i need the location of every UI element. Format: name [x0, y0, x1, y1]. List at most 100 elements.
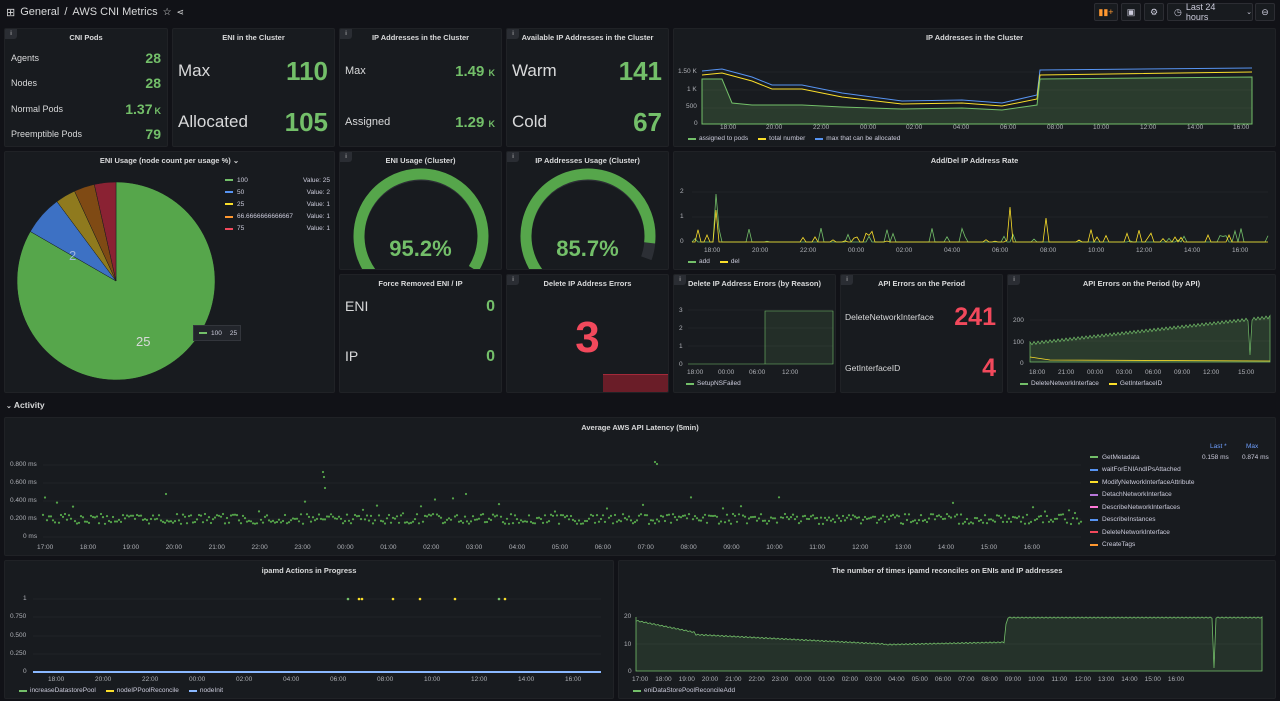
panel-ip-addresses-stat[interactable]: i IP Addresses in the Cluster Max 1.49 K…: [339, 28, 502, 147]
info-icon[interactable]: i: [340, 152, 352, 162]
pie-slice-75[interactable]: [94, 181, 117, 282]
stat-label: Preemptible Pods: [11, 129, 83, 139]
panel-add-del-rate[interactable]: Add/Del IP Address Rate 2 1 0 18:00 20:0…: [673, 151, 1276, 270]
info-icon[interactable]: i: [674, 275, 686, 285]
apps-icon[interactable]: ⊞: [6, 6, 16, 19]
gauge-value: 85.7%: [556, 236, 619, 261]
legend-item[interactable]: GetInterfaceID: [1108, 380, 1162, 387]
chevron-down-icon[interactable]: ⌄: [232, 156, 240, 165]
legend-label: 66.6666666666667: [237, 213, 294, 221]
legend-item[interactable]: eniDataStorePoolReconcileAdd: [633, 687, 735, 694]
legend-item[interactable]: ModifyNetworkInterfaceAttribute: [1090, 476, 1276, 489]
legend-item[interactable]: 100 Value: 25: [225, 174, 330, 186]
x-tick: 07:00: [637, 544, 654, 551]
x-tick: 00:00: [795, 676, 812, 683]
legend-label: 100: [237, 176, 248, 184]
x-tick: 18:00: [48, 676, 65, 683]
breadcrumb-folder[interactable]: General: [20, 6, 60, 18]
panel-api-errors-period[interactable]: i API Errors on the Period DeleteNetwork…: [840, 274, 1003, 393]
x-tick: 07:00: [958, 676, 975, 683]
x-tick: 12:00: [1140, 124, 1157, 131]
column-last[interactable]: Last *: [1210, 443, 1227, 450]
panel-delete-ip-errors[interactable]: i Delete IP Address Errors 3: [506, 274, 669, 393]
y-tick: 0: [628, 668, 632, 675]
info-icon[interactable]: i: [5, 29, 17, 39]
legend-label: DetachNetworkInterface: [1102, 491, 1172, 499]
gauge-fill: [520, 168, 656, 269]
save-dashboard-button[interactable]: ▣: [1121, 3, 1141, 21]
y-tick: 1: [23, 595, 27, 602]
legend-item[interactable]: 66.6666666666667 Value: 1: [225, 211, 330, 223]
settings-button[interactable]: ⚙: [1144, 3, 1164, 21]
info-icon[interactable]: i: [507, 29, 519, 39]
dashboard-title[interactable]: AWS CNI Metrics: [72, 6, 158, 18]
legend-item[interactable]: 50 Value: 2: [225, 186, 330, 198]
info-icon[interactable]: i: [841, 275, 853, 285]
series-increasedatastorepool: [346, 597, 501, 601]
info-icon[interactable]: i: [507, 275, 519, 285]
x-tick: 18:00: [704, 247, 721, 254]
star-icon[interactable]: ☆: [162, 6, 172, 18]
row-activity[interactable]: ⌄ Activity: [0, 397, 1280, 413]
add-panel-button[interactable]: ▮▮+: [1094, 3, 1118, 21]
legend-item[interactable]: 75 Value: 1: [225, 223, 330, 235]
legend-item[interactable]: 25 Value: 1: [225, 198, 330, 210]
zoom-out-button[interactable]: ⊖: [1255, 3, 1275, 21]
column-max[interactable]: Max: [1246, 443, 1259, 450]
panel-ipamd-actions[interactable]: ipamd Actions in Progress 1 0.750 0.500 …: [4, 560, 614, 699]
legend: DeleteNetworkInterface GetInterfaceID: [1020, 380, 1162, 387]
legend-item[interactable]: nodeInit: [188, 687, 223, 694]
x-tick: 10:00: [1088, 247, 1105, 254]
info-icon[interactable]: i: [340, 29, 352, 39]
legend-item[interactable]: DescribeNetworkInterfaces: [1090, 501, 1276, 514]
legend-item[interactable]: add: [688, 258, 710, 265]
panel-force-removed[interactable]: Force Removed ENI / IP ENI 0 IP 0: [339, 274, 502, 393]
legend-item[interactable]: assigned to pods: [688, 135, 748, 142]
legend-item[interactable]: DeleteNetworkInterface: [1090, 526, 1276, 539]
x-tick: 20:00: [95, 676, 112, 683]
legend-item[interactable]: total number: [758, 135, 805, 142]
panel-ip-addresses-graph[interactable]: IP Addresses in the Cluster 1.50 K 1 K 5…: [673, 28, 1276, 147]
legend-item[interactable]: DeleteNetworkInterface: [1020, 380, 1099, 387]
panel-available-ip[interactable]: i Available IP Addresses in the Cluster …: [506, 28, 669, 147]
x-tick: 20:00: [766, 124, 783, 131]
legend-item[interactable]: increaseDatastorePool: [19, 687, 96, 694]
legend-value: Value: 2: [306, 188, 330, 196]
save-icon: ▣: [1126, 6, 1136, 17]
panel-api-errors-by-api[interactable]: i API Errors on the Period (by API) 200 …: [1007, 274, 1276, 393]
panel-title: ENI Usage (node count per usage %) ⌄: [5, 156, 334, 165]
info-icon[interactable]: i: [1008, 275, 1020, 285]
legend-item[interactable]: CreateTags: [1090, 539, 1276, 552]
x-tick: 16:00: [565, 676, 582, 683]
x-tick: 16:00: [1023, 544, 1040, 551]
legend-item[interactable]: GetMetadata 0.158 ms 0.874 ms: [1090, 451, 1276, 464]
legend-label: DeleteNetworkInterface: [1102, 528, 1170, 536]
legend-item[interactable]: waitForENIAndIPsAttached: [1090, 464, 1276, 477]
panel-title: ENI Usage (Cluster): [385, 156, 456, 165]
panel-ip-usage-gauge[interactable]: i IP Addresses Usage (Cluster) 85.7%: [506, 151, 669, 270]
panel-eni-usage-gauge[interactable]: i ENI Usage (Cluster) 95.2%: [339, 151, 502, 270]
legend-item[interactable]: SetupNSFailed: [686, 380, 741, 387]
panel-eni-in-cluster[interactable]: ENI in the Cluster Max 110 Allocated 105: [172, 28, 335, 147]
legend-value: Value: 1: [306, 225, 330, 233]
legend-item[interactable]: del: [719, 258, 740, 265]
panel-ipamd-reconciles[interactable]: The number of times ipamd reconciles on …: [618, 560, 1276, 699]
info-icon[interactable]: i: [507, 152, 519, 162]
pie-slice-label: 25: [136, 334, 151, 349]
panel-delete-ip-errors-reason[interactable]: i Delete IP Address Errors (by Reason) 3…: [673, 274, 836, 393]
legend-item[interactable]: DescribeInstances: [1090, 514, 1276, 527]
panel-aws-api-latency[interactable]: Average AWS API Latency (5min) 0.800 ms …: [4, 417, 1276, 556]
legend-item[interactable]: DetachNetworkInterface: [1090, 489, 1276, 502]
series-getinterfaceid: [1029, 356, 1271, 362]
x-tick: 08:00: [377, 676, 394, 683]
share-icon[interactable]: ⋖: [176, 6, 185, 17]
time-picker[interactable]: ◷ Last 24 hours ⌄: [1167, 2, 1253, 22]
gauge-value: 95.2%: [389, 236, 452, 261]
panel-cni-pods[interactable]: i CNI Pods Agents 28 Nodes 28 Normal Pod…: [4, 28, 168, 147]
legend-item[interactable]: max that can be allocated: [815, 135, 900, 142]
stat-label: Normal Pods: [11, 104, 64, 114]
x-tick: 08:00: [981, 676, 998, 683]
x-tick: 06:00: [1145, 369, 1162, 376]
legend-item[interactable]: nodeIPPoolReconcile: [105, 687, 179, 694]
panel-eni-usage-pie[interactable]: ENI Usage (node count per usage %) ⌄ 25 …: [4, 151, 335, 393]
